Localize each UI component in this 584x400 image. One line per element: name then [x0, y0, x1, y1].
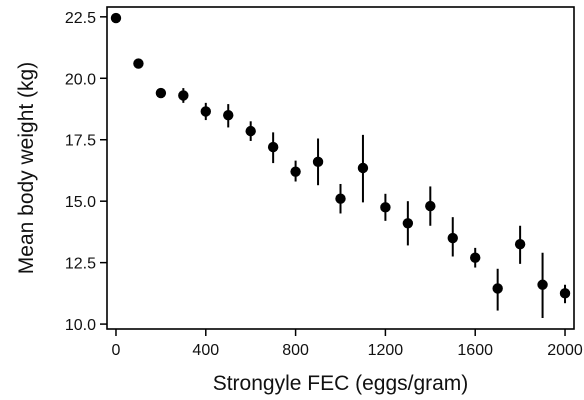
x-tick-label: 800 [282, 342, 309, 359]
x-tick-label: 2000 [547, 342, 583, 359]
data-point [155, 87, 167, 99]
data-point [290, 166, 301, 177]
data-point [335, 193, 346, 204]
x-tick-label: 1200 [368, 342, 404, 359]
data-points [110, 12, 571, 299]
x-tick-label: 0 [112, 342, 121, 359]
data-point [537, 279, 548, 290]
y-tick-label: 20.0 [65, 71, 96, 88]
data-point [223, 109, 234, 121]
y-axis-ticks: 10.0 12.5 15.0 17.5 20.0 22.5 [65, 10, 107, 334]
data-point [402, 218, 414, 229]
x-axis-ticks: 0 400 800 1200 1600 2000 [112, 329, 583, 359]
axes [106, 6, 575, 330]
data-point [267, 141, 279, 153]
x-axis-label: Strongyle FEC (eggs/gram) [213, 372, 469, 395]
data-point [425, 200, 436, 212]
x-tick-label: 1600 [457, 342, 493, 359]
data-point [380, 202, 391, 213]
data-point [200, 106, 211, 117]
data-point [514, 238, 526, 250]
x-tick-label: 400 [192, 342, 219, 359]
y-tick-label: 15.0 [65, 194, 96, 211]
y-tick-label: 10.0 [65, 317, 96, 334]
error-bars [114, 15, 567, 318]
plot-frame [106, 6, 575, 330]
y-tick-label: 17.5 [65, 133, 96, 150]
data-point [470, 252, 481, 263]
data-point [312, 156, 324, 168]
y-axis-label: Mean body weight (kg) [15, 62, 38, 274]
data-point [492, 283, 503, 294]
data-point [559, 288, 571, 299]
data-point [245, 125, 256, 137]
data-point [178, 90, 189, 101]
y-tick-label: 12.5 [65, 256, 96, 273]
data-point [133, 58, 144, 69]
data-point [357, 162, 369, 174]
data-point [110, 12, 122, 24]
y-tick-label: 22.5 [65, 10, 96, 27]
data-point [447, 232, 458, 244]
